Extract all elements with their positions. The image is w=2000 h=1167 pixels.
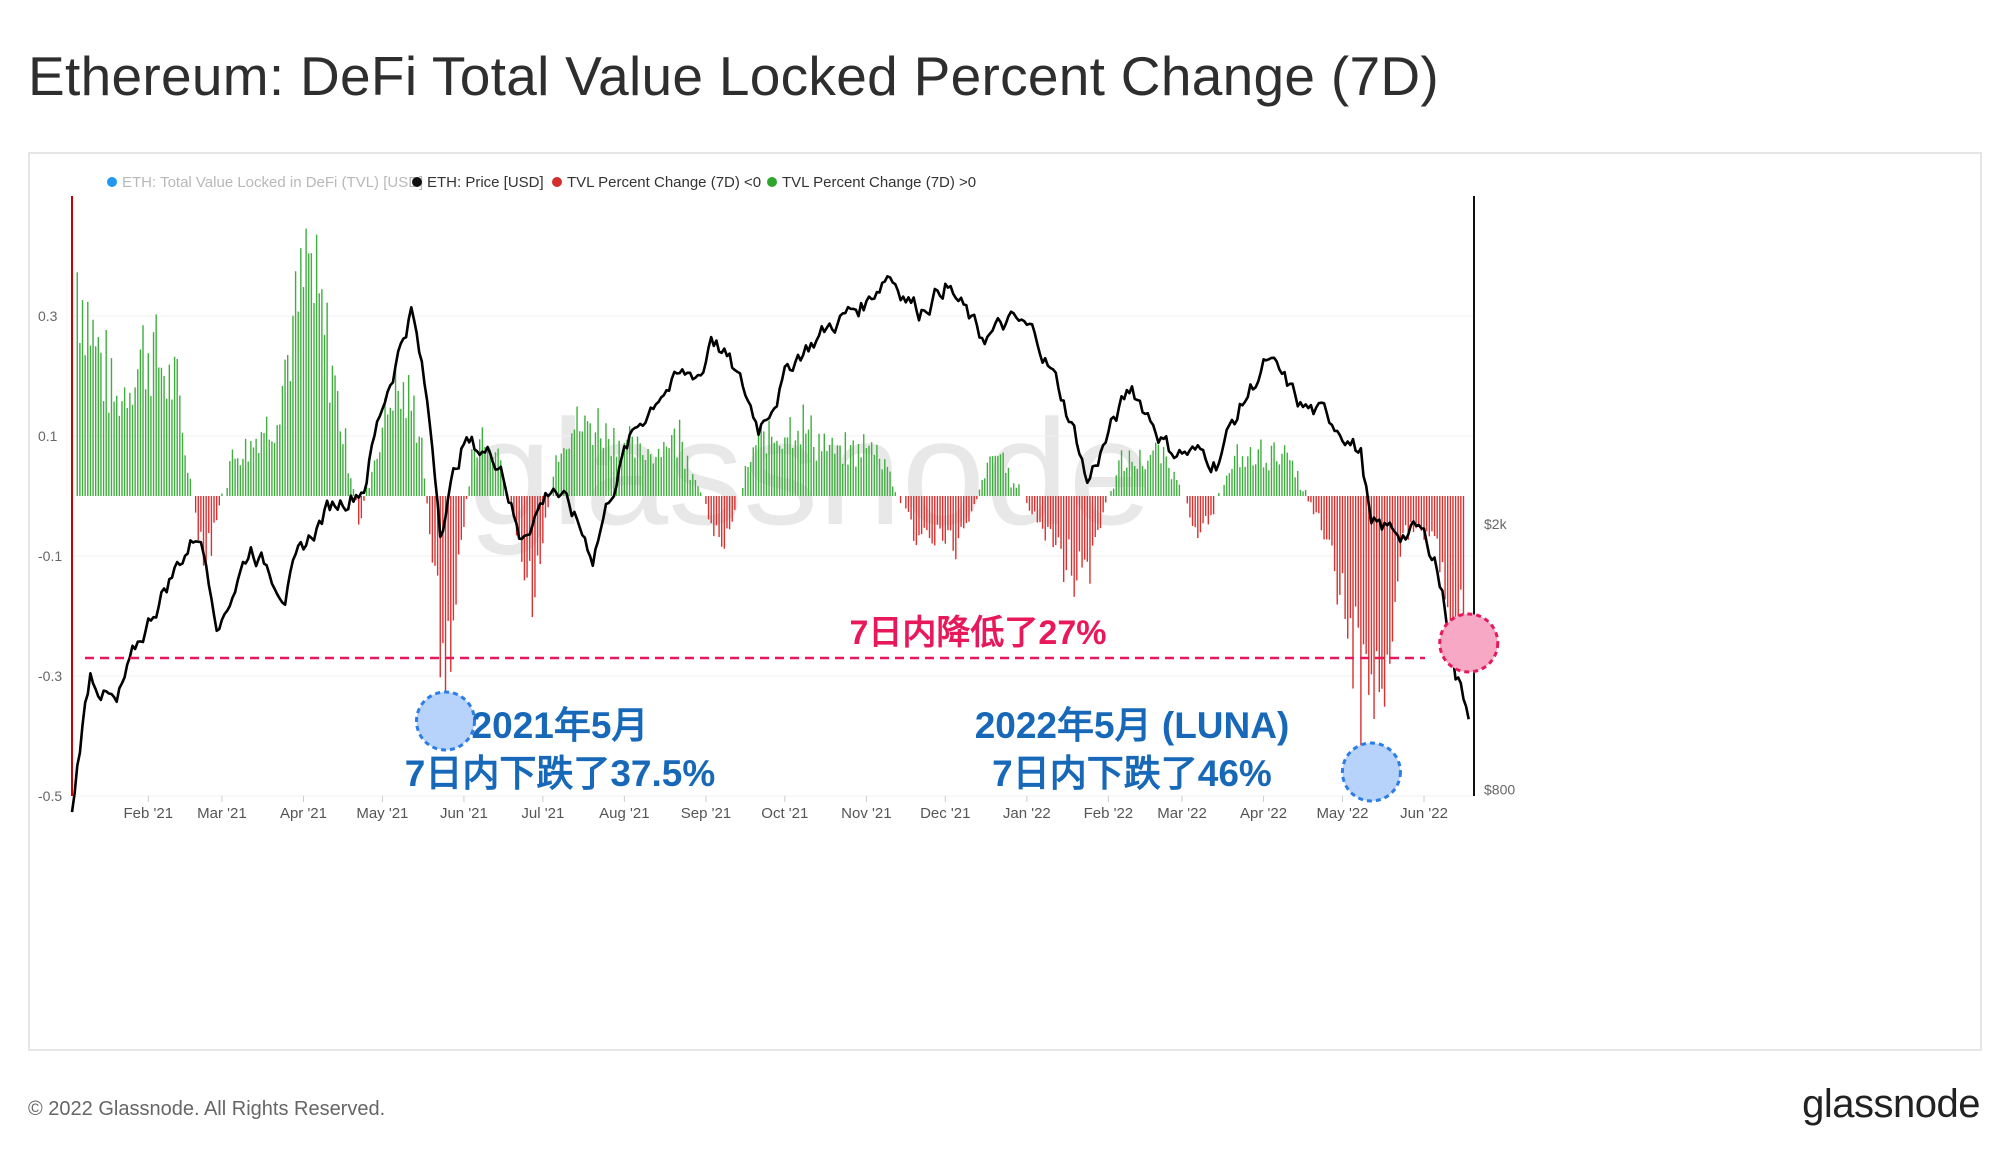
y-tick-label: 0.3 xyxy=(38,308,58,324)
x-tick-label: Jun '21 xyxy=(440,805,488,822)
event-label-2021-line2: 7日内下跌了37.5% xyxy=(405,753,716,794)
legend-item-neg[interactable]: TVL Percent Change (7D) <0 xyxy=(552,174,761,191)
x-tick-label: Sep '21 xyxy=(681,805,731,822)
legend-label-neg: TVL Percent Change (7D) <0 xyxy=(567,174,761,191)
legend-label-tvl: ETH: Total Value Locked in DeFi (TVL) [U… xyxy=(122,174,423,191)
price-line xyxy=(70,275,1470,813)
event-label-2022-line2: 7日内下跌了46% xyxy=(992,753,1272,794)
y-tick-label: 0.1 xyxy=(38,428,58,444)
x-tick-label: Dec '21 xyxy=(920,805,970,822)
y-tick-label: -0.3 xyxy=(38,668,62,684)
event-label-2022-line1: 2022年5月 (LUNA) xyxy=(975,705,1290,746)
legend-item-price[interactable]: ETH: Price [USD] xyxy=(412,174,544,191)
chart-svg: ETH: Total Value Locked in DeFi (TVL) [U… xyxy=(38,174,1515,822)
legend-dot-pos xyxy=(767,177,777,187)
x-tick-label: Mar '22 xyxy=(1157,805,1207,822)
y-right-tick-label: $800 xyxy=(1484,782,1515,798)
x-tick-label: Jan '22 xyxy=(1003,805,1051,822)
x-tick-label: Nov '21 xyxy=(841,805,891,822)
x-tick-label: May '21 xyxy=(356,805,408,822)
x-tick-label: Mar '21 xyxy=(197,805,247,822)
event-marker-2021-may xyxy=(415,690,477,752)
threshold-label: 7日内降低了27% xyxy=(850,614,1107,652)
legend: ETH: Total Value Locked in DeFi (TVL) [U… xyxy=(107,174,976,191)
y-tick-label: -0.5 xyxy=(38,788,62,804)
legend-label-price: ETH: Price [USD] xyxy=(427,174,544,191)
brand-logo[interactable]: glassnode xyxy=(1802,1082,1980,1126)
x-tick-label: Jul '21 xyxy=(521,805,564,822)
x-tick-label: Feb '21 xyxy=(123,805,173,822)
y-axis-left: 0.3 0.1 -0.1 -0.3 -0.5 xyxy=(38,308,62,804)
event-label-2021-line1: 2021年5月 xyxy=(472,705,649,746)
legend-item-tvl[interactable]: ETH: Total Value Locked in DeFi (TVL) [U… xyxy=(107,174,423,191)
x-axis: Feb '21 Mar '21 Apr '21 May '21 Jun '21 Jul '… xyxy=(123,796,1448,822)
legend-dot-neg xyxy=(552,177,562,187)
legend-dot-tvl xyxy=(107,177,117,187)
watermark: glassnode xyxy=(468,388,1152,556)
y-right-tick-label: $2k xyxy=(1484,516,1508,532)
legend-dot-price xyxy=(412,177,422,187)
legend-label-pos: TVL Percent Change (7D) >0 xyxy=(782,174,976,191)
x-tick-label: Feb '22 xyxy=(1084,805,1134,822)
chart-title: Ethereum: DeFi Total Value Locked Percen… xyxy=(28,45,1439,107)
x-tick-label: Jun '22 xyxy=(1400,805,1448,822)
x-tick-label: May '22 xyxy=(1316,805,1368,822)
copyright-text: © 2022 Glassnode. All Rights Reserved. xyxy=(28,1098,386,1120)
bars-series xyxy=(76,228,1465,749)
x-tick-label: Aug '21 xyxy=(599,805,649,822)
x-tick-label: Oct '21 xyxy=(761,805,808,822)
event-marker-2022-may xyxy=(1340,741,1402,803)
legend-item-pos[interactable]: TVL Percent Change (7D) >0 xyxy=(767,174,976,191)
y-axis-right: $2k $800 xyxy=(1484,516,1515,798)
y-tick-label: -0.1 xyxy=(38,548,62,564)
chart-frame: ETH: Total Value Locked in DeFi (TVL) [U… xyxy=(28,152,1982,1051)
x-tick-label: Apr '22 xyxy=(1240,805,1287,822)
x-tick-label: Apr '21 xyxy=(280,805,327,822)
event-marker-2022-jun xyxy=(1438,612,1500,674)
